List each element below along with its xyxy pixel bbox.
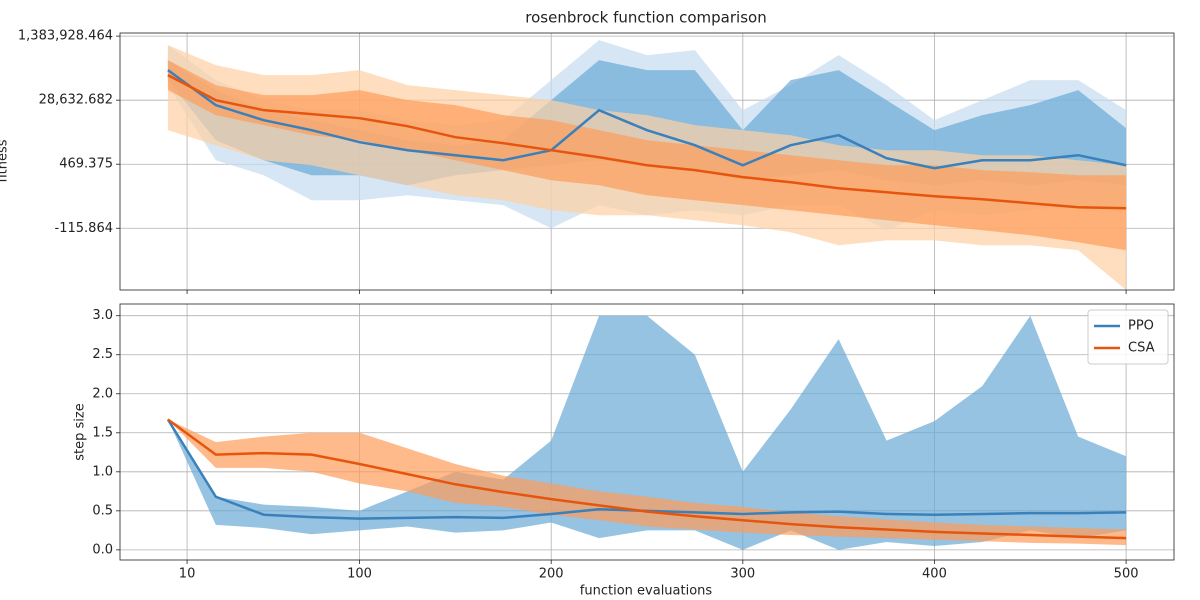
series-line (167, 74, 1127, 210)
y-tick-label: 2.0 (92, 386, 113, 401)
x-tick-label: 100 (347, 567, 372, 582)
series-line (167, 69, 1127, 170)
y-tick-label: 0.0 (92, 542, 113, 557)
y-axis-label: step size (73, 403, 88, 460)
x-tick-label: 400 (922, 567, 947, 582)
x-tick-label: 200 (539, 567, 564, 582)
y-tick-label: 1.5 (92, 425, 113, 440)
band (167, 60, 1127, 251)
x-tick-label: 10 (179, 567, 196, 582)
x-tick-label: 500 (1114, 567, 1139, 582)
x-tick-label: 300 (730, 567, 755, 582)
axes-frame (119, 32, 1175, 291)
x-axis-label: function evaluations (580, 584, 713, 599)
y-tick-label: 0.5 (92, 503, 113, 518)
y-tick-label: 1.0 (92, 464, 113, 479)
plot-area (166, 315, 1127, 550)
y-tick-label: 28,632.682 (39, 93, 113, 108)
axes-frame (119, 303, 1175, 561)
legend-label: PPO (1128, 319, 1154, 334)
y-tick-label: 469.375 (59, 157, 113, 172)
plot-area (167, 40, 1127, 290)
band (167, 315, 1127, 550)
legend-box (1087, 309, 1169, 365)
legend-label: CSA (1128, 341, 1155, 356)
y-tick-label: 3.0 (92, 308, 113, 323)
chart-title: rosenbrock function comparison (525, 9, 766, 27)
y-axis-label: fitness (0, 139, 11, 182)
y-tick-label: -115.864 (55, 221, 113, 236)
band (167, 419, 1127, 546)
y-tick-label: 1,383,928.464 (18, 29, 113, 44)
series-line (167, 418, 1127, 540)
y-tick-label: 2.5 (92, 347, 113, 362)
